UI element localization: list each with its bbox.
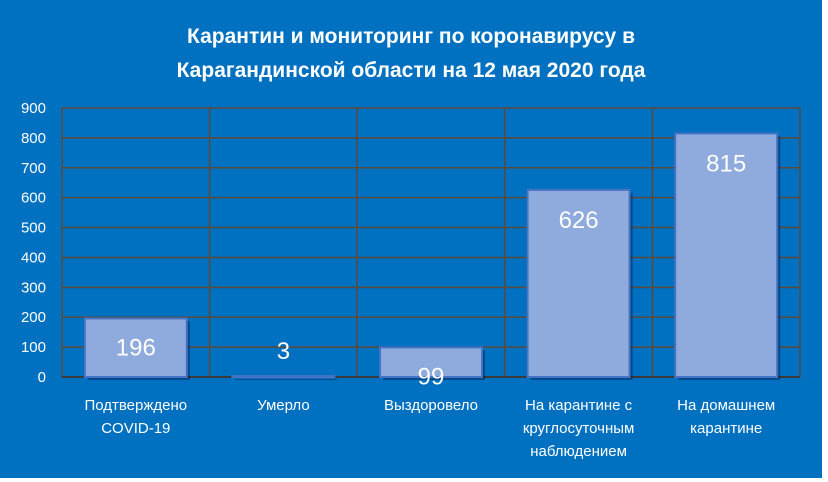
y-tick-label: 700: [21, 160, 46, 177]
x-category-label: круглосуточным: [523, 420, 635, 437]
y-tick-label: 900: [21, 100, 46, 117]
x-category-label: COVID-19: [101, 420, 170, 437]
x-category-label: Подтверждено: [84, 397, 187, 414]
y-tick-label: 0: [38, 369, 46, 386]
y-tick-label: 800: [21, 130, 46, 147]
bar: [231, 375, 336, 379]
data-label: 99: [418, 363, 445, 390]
chart-title-line: Карантин и мониторинг по коронавирусу в: [187, 25, 635, 48]
x-category-label: На карантине с: [525, 397, 633, 414]
y-tick-label: 600: [21, 190, 46, 207]
x-category-label: карантине: [690, 420, 762, 437]
y-tick-label: 500: [21, 220, 46, 237]
data-label: 815: [706, 150, 746, 177]
bar: [526, 188, 631, 378]
chart-title: Карантин и мониторинг по коронавирусу в …: [0, 20, 822, 88]
data-label: 626: [559, 207, 599, 234]
y-tick-label: 400: [21, 249, 46, 266]
bar: [674, 132, 779, 378]
x-category-label: На домашнем: [677, 397, 775, 414]
bar: [379, 346, 483, 379]
bar: [83, 317, 188, 379]
bar-shadow: [235, 379, 338, 380]
y-tick-label: 100: [21, 339, 46, 356]
chart-title-line: Карагандинской области на 12 мая 2020 го…: [176, 59, 646, 82]
x-category-label: Выздоровело: [384, 397, 478, 414]
y-tick-label: 200: [21, 309, 46, 326]
data-label: 196: [116, 334, 156, 361]
x-category-label: Умерло: [257, 397, 310, 414]
x-category-label: наблюдением: [530, 443, 627, 460]
data-label: 3: [277, 338, 290, 365]
y-tick-label: 300: [21, 279, 46, 296]
